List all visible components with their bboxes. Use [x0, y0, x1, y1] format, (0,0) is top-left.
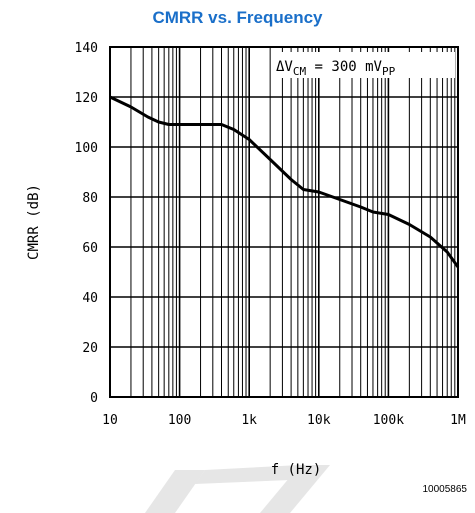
x-tick-label: 10 [102, 413, 118, 428]
watermark-shape [145, 470, 205, 513]
x-tick-label: 100 [168, 413, 191, 428]
x-axis-label: f (Hz) [271, 462, 322, 478]
x-tick-label: 1M [450, 413, 466, 428]
chart-title: CMRR vs. Frequency [152, 8, 323, 27]
annotation-sub-pp: PP [382, 65, 396, 78]
y-tick-label: 100 [75, 141, 98, 156]
x-tick-label: 1k [241, 413, 257, 428]
watermark [145, 465, 330, 513]
y-tick-label: 20 [82, 341, 98, 356]
y-tick-label: 60 [82, 241, 98, 256]
annotation-delta-vcm: ΔVCM = 300 mVPP [276, 59, 396, 78]
y-tick-label: 40 [82, 291, 98, 306]
cmrr-series-line [109, 95, 460, 268]
annotation-background [272, 52, 455, 78]
plot-frame [109, 46, 459, 398]
x-tick-labels: 10 100 1k 10k 100k 1M [102, 413, 466, 428]
y-tick-label: 0 [90, 391, 98, 406]
y-tick-label: 140 [75, 41, 98, 56]
x-tick-label: 100k [373, 413, 404, 428]
y-tick-labels: 0 20 40 60 80 100 120 140 [75, 41, 98, 406]
annotation-middle: = 300 mV [306, 59, 382, 75]
watermark-shape [260, 465, 330, 513]
y-axis-label: CMRR (dB) [26, 184, 42, 260]
annotation-sub-cm: CM [293, 65, 307, 78]
y-tick-label: 80 [82, 191, 98, 206]
x-tick-label: 10k [307, 413, 331, 428]
watermark-shape [195, 465, 300, 484]
annotation-prefix: ΔV [276, 59, 293, 75]
y-tick-label: 120 [75, 91, 98, 106]
figure-number: 10005865 [422, 484, 468, 495]
